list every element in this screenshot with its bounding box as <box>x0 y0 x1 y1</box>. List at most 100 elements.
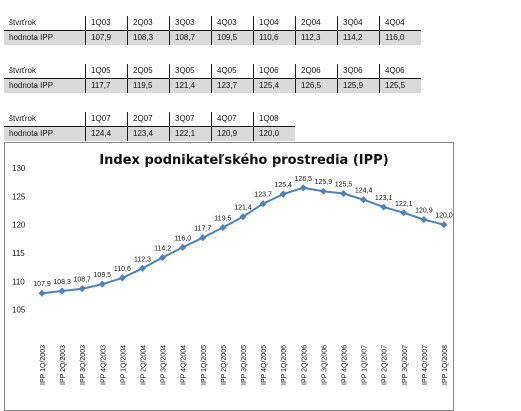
value-cell: 125,9 <box>337 78 380 93</box>
x-tick-label: IPP 1Q/2008 <box>442 345 449 385</box>
value-cell: 108,3 <box>127 30 170 45</box>
data-label: 107,9 <box>33 281 51 288</box>
header-label: štvrťrok <box>4 112 86 127</box>
data-point-marker <box>38 289 46 297</box>
quarter-cell: 2Q05 <box>127 64 170 79</box>
header-label: štvrťrok <box>4 64 86 79</box>
quarter-cell: 2Q04 <box>295 16 338 31</box>
x-axis: IPP 1Q/2003 IPP 2Q/2003 IPP 3Q/2003 IPP 4Q/… <box>40 345 449 385</box>
value-cell: 120,9 <box>211 126 254 141</box>
data-label: 117,7 <box>194 226 211 233</box>
value-cell: 123,7 <box>211 78 254 93</box>
y-tick-label: 130 <box>12 164 26 173</box>
x-tick-label: IPP 3Q/2006 <box>321 345 328 385</box>
row-label: hodnota IPP <box>4 30 86 45</box>
value-cell: 121,4 <box>169 78 212 93</box>
x-tick-label: IPP 2Q/2005 <box>221 345 228 385</box>
data-label: 123,7 <box>254 192 272 199</box>
x-tick-label: IPP 4Q/2005 <box>261 345 268 385</box>
quarter-cell: 1Q03 <box>85 16 128 31</box>
data-point-marker <box>159 253 167 262</box>
value-cell: 125,4 <box>253 78 296 93</box>
row-label: hodnota IPP <box>4 126 86 141</box>
data-point-marker <box>360 196 368 204</box>
data-point-marker <box>380 203 388 211</box>
x-tick-label: IPP 4Q/2004 <box>181 345 188 385</box>
data-point-marker <box>400 209 408 217</box>
data-point-marker <box>279 190 287 198</box>
y-tick-label: 115 <box>12 249 25 258</box>
value-cell: 117,7 <box>85 78 128 93</box>
y-tick-label: 110 <box>12 277 25 286</box>
x-tick-label: IPP 1Q/2005 <box>201 345 208 385</box>
x-tick-label: IPP 3Q/2005 <box>241 345 248 385</box>
data-point-marker <box>299 184 307 192</box>
x-tick-label: IPP 2Q/2003 <box>60 345 67 385</box>
value-cell: 123,4 <box>127 126 170 141</box>
series-ipp: 107,9 108,3 108,7109,5110,6112,3114,2116,0… <box>33 176 453 297</box>
ipp-line-chart: Index podnikateľského prostredia (IPP) 1… <box>4 142 454 411</box>
data-label: 125,4 <box>274 182 292 189</box>
data-label: 124,4 <box>355 188 373 195</box>
x-tick-label: IPP 1Q/2006 <box>281 345 288 385</box>
table-header-row: štvrťrok 1Q03 2Q03 3Q03 4Q03 1Q04 2Q04 3Q04 4Q04 <box>4 16 421 31</box>
table-header-row: štvrťrok 1Q05 2Q05 3Q05 4Q05 1Q06 2Q06 3Q06 4Q06 <box>4 64 421 79</box>
x-tick-label: IPP 3Q/2004 <box>161 345 168 385</box>
data-label: 120,9 <box>415 208 433 215</box>
data-label: 123,1 <box>375 195 393 202</box>
data-point-marker <box>219 223 227 232</box>
table-value-row: hodnota IPP 124,4 123,4 122,1 120,9 120,0 <box>4 126 295 141</box>
x-tick-label: IPP 1Q/2007 <box>362 345 369 385</box>
data-label: 126,5 <box>295 176 313 183</box>
row-label: hodnota IPP <box>4 78 86 93</box>
y-tick-label: 125 <box>12 192 26 201</box>
quarter-table-3: štvrťrok 1Q07 2Q07 3Q07 4Q07 1Q08 hodnota IPP 1… <box>4 112 295 141</box>
quarter-table-2: štvrťrok 1Q05 2Q05 3Q05 4Q05 1Q06 2Q06 3Q06 4Q06… <box>4 64 421 93</box>
value-cell: 119,5 <box>127 78 170 93</box>
value-cell: 125,5 <box>379 78 421 93</box>
value-cell: 110,6 <box>253 30 296 45</box>
value-cell: 126,5 <box>295 78 338 93</box>
data-label: 119,5 <box>214 216 231 223</box>
data-label: 112,3 <box>134 256 151 263</box>
quarter-cell: 4Q06 <box>379 64 421 79</box>
quarter-table-1: štvrťrok 1Q03 2Q03 3Q03 4Q03 1Q04 2Q04 3Q04 4Q04… <box>4 16 421 45</box>
quarter-cell: 3Q06 <box>337 64 380 79</box>
quarter-cell: 2Q03 <box>127 16 170 31</box>
data-point-marker <box>339 189 348 198</box>
data-point-marker <box>138 264 147 272</box>
data-point-marker <box>319 187 327 195</box>
x-tick-label: IPP 4Q/2003 <box>100 345 107 385</box>
value-cell: 122,1 <box>169 126 212 141</box>
data-point-marker <box>179 243 187 251</box>
value-cell: 114,2 <box>337 30 380 45</box>
data-label: 125,5 <box>335 182 353 189</box>
value-cell: 124,4 <box>85 126 128 141</box>
data-point-marker <box>420 216 428 224</box>
table-value-row: hodnota IPP 117,7 119,5 121,4 123,7 125,4 126,… <box>4 78 421 93</box>
chart-frame <box>4 142 454 411</box>
x-tick-label: IPP 2Q/2004 <box>141 345 148 385</box>
quarter-cell: 3Q07 <box>169 112 212 127</box>
quarter-cell: 1Q07 <box>85 112 128 127</box>
quarter-cell: 3Q03 <box>169 16 212 31</box>
quarter-cell: 2Q06 <box>295 64 338 79</box>
y-tick-label: 120 <box>12 221 26 230</box>
quarter-cell: 3Q05 <box>169 64 212 79</box>
quarter-cell: 1Q06 <box>253 64 296 79</box>
data-label: 120,0 <box>435 213 453 220</box>
quarter-cell: 4Q04 <box>379 16 421 31</box>
data-label: 125,9 <box>315 179 333 186</box>
data-point-marker <box>440 221 448 229</box>
x-tick-label: IPP 1Q/2004 <box>120 345 127 385</box>
quarter-cell: 1Q08 <box>253 112 295 127</box>
value-cell: 108,7 <box>169 30 212 45</box>
data-label: 109,5 <box>94 272 112 279</box>
quarter-cell: 4Q03 <box>211 16 254 31</box>
data-point-marker <box>239 213 247 221</box>
table-value-row: hodnota IPP 107,9 108,3 108,7 109,5 110,6 112,… <box>4 30 421 45</box>
quarter-cell: 3Q04 <box>337 16 380 31</box>
value-cell: 109,5 <box>211 30 254 45</box>
header-label: štvrťrok <box>4 16 86 31</box>
data-point-marker <box>259 200 267 208</box>
